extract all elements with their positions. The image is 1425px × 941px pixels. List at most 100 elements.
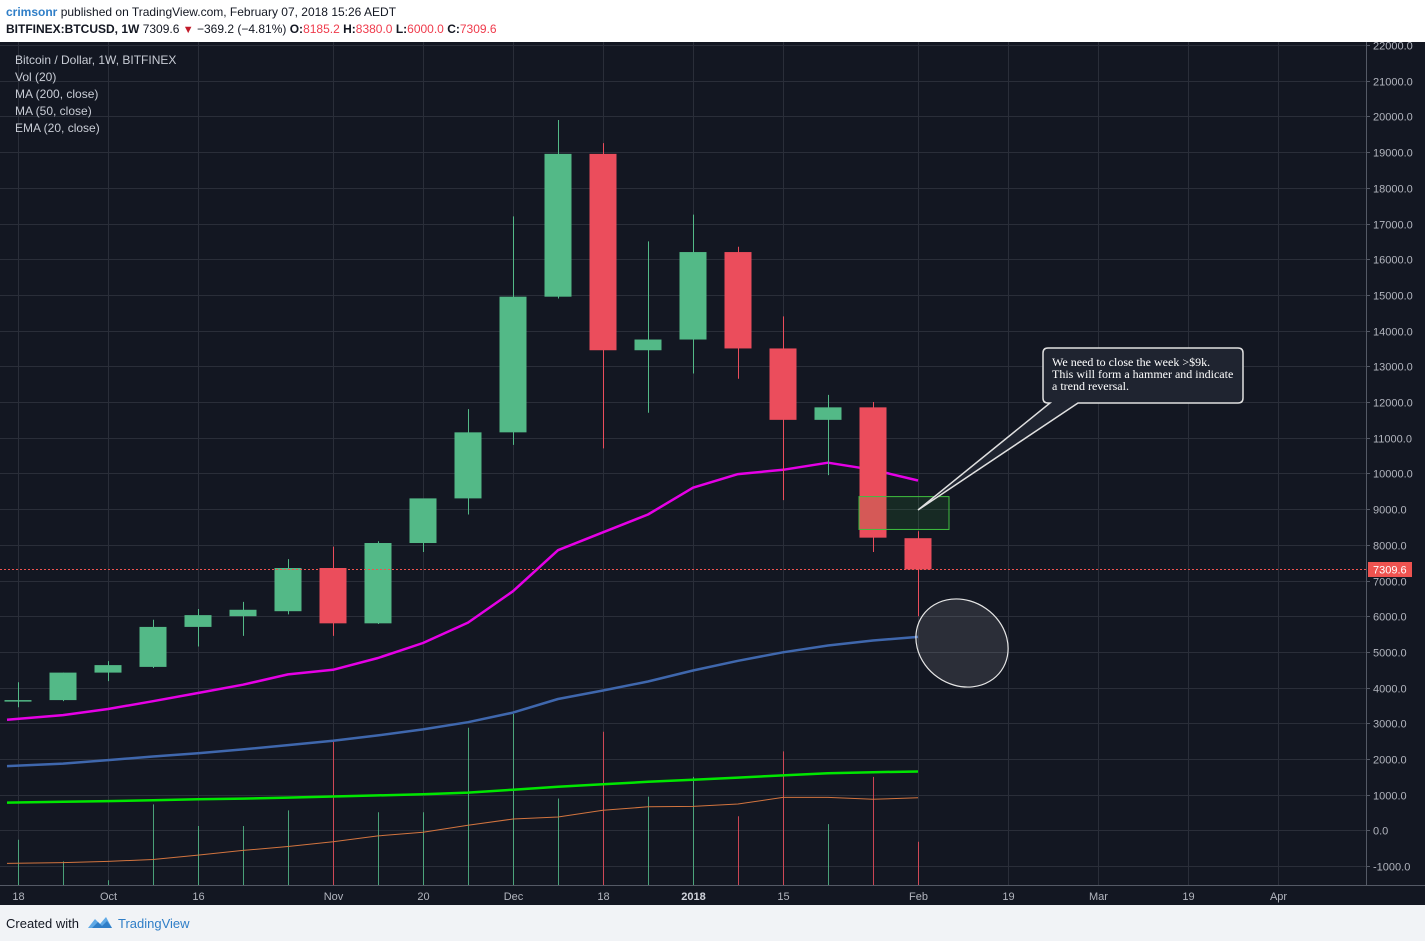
candle-up[interactable] bbox=[274, 559, 302, 615]
price-tick-label: 8000.0 bbox=[1373, 541, 1407, 553]
candle-up[interactable] bbox=[634, 241, 662, 413]
candle-up[interactable] bbox=[4, 682, 32, 708]
time-tick-label: Apr bbox=[1270, 891, 1287, 903]
time-tick-label: Nov bbox=[324, 891, 344, 903]
candle-up[interactable] bbox=[229, 601, 257, 636]
time-tick-label: 18 bbox=[597, 891, 609, 903]
candle-body bbox=[4, 700, 32, 702]
candle-body bbox=[634, 339, 662, 351]
price-tick-label: 4000.0 bbox=[1373, 684, 1407, 696]
legend: Bitcoin / Dollar, 1W, BITFINEX Vol (20) … bbox=[15, 53, 176, 135]
candle-body bbox=[364, 543, 392, 624]
tradingview-link[interactable]: TradingView bbox=[118, 916, 190, 931]
candle-body bbox=[679, 252, 707, 340]
highlight-ellipse[interactable] bbox=[899, 581, 1026, 705]
price-tick-label: 21000.0 bbox=[1373, 77, 1413, 89]
chart-grid bbox=[0, 42, 1366, 885]
candles[interactable] bbox=[4, 119, 932, 708]
price-axis[interactable]: -1000.0 0.0 1000.0 2000.0 3000.0 4000.0 5000.0… bbox=[1366, 42, 1413, 874]
candle-up[interactable] bbox=[184, 609, 212, 647]
price-tick-label: 22000.0 bbox=[1373, 42, 1413, 53]
candle-body bbox=[139, 626, 167, 667]
high-value: 8380.0 bbox=[355, 22, 393, 36]
publish-info: published on TradingView.com, February 0… bbox=[60, 5, 397, 19]
price-tick-label: 7000.0 bbox=[1373, 577, 1407, 589]
open-value: 8185.2 bbox=[303, 22, 340, 36]
low-value: 6000.0 bbox=[407, 22, 444, 36]
publish-line: crimsonr published on TradingView.com, F… bbox=[6, 5, 396, 19]
candle-body bbox=[94, 665, 122, 673]
last-price-tag: 7309.6 bbox=[1368, 562, 1412, 577]
candle-body bbox=[274, 568, 302, 612]
price-tick-label: 6000.0 bbox=[1373, 612, 1407, 624]
candle-down[interactable] bbox=[589, 143, 617, 449]
candle-up[interactable] bbox=[454, 409, 482, 515]
high-label: H: bbox=[343, 22, 356, 36]
symbol-label: BITFINEX:BTCUSD, 1W bbox=[6, 22, 140, 36]
candle-body bbox=[454, 432, 482, 499]
price-chart[interactable]: We need to close the week >$9k. This wil… bbox=[0, 42, 1425, 905]
last-price-tag-text: 7309.6 bbox=[1373, 565, 1407, 577]
candle-down[interactable] bbox=[319, 546, 347, 636]
price-tick-label: 15000.0 bbox=[1373, 291, 1413, 303]
candle-body bbox=[859, 407, 887, 538]
candle-body bbox=[319, 568, 347, 624]
candle-up[interactable] bbox=[679, 214, 707, 374]
last-price: 7309.6 bbox=[142, 22, 180, 36]
legend-title: Bitcoin / Dollar, 1W, BITFINEX bbox=[15, 53, 176, 67]
price-tick-label: 2000.0 bbox=[1373, 755, 1407, 767]
ma50-line bbox=[6, 635, 919, 768]
low-label: L: bbox=[395, 22, 408, 36]
price-tick-label: 3000.0 bbox=[1373, 719, 1407, 731]
note-line-2: This will form a hammer and indicate bbox=[1052, 367, 1233, 381]
author-link[interactable]: crimsonr bbox=[6, 5, 58, 19]
candle-body bbox=[499, 296, 527, 433]
candle-down[interactable] bbox=[769, 316, 797, 501]
ema20-line bbox=[6, 461, 919, 721]
time-tick-label: 19 bbox=[1182, 891, 1194, 903]
legend-ma200[interactable]: MA (200, close) bbox=[15, 87, 98, 101]
last-price-tag-bg bbox=[1368, 562, 1412, 577]
price-tick-label: 12000.0 bbox=[1373, 398, 1413, 410]
ma200-line bbox=[6, 770, 919, 804]
volume-ma-line bbox=[6, 796, 919, 864]
candle-up[interactable] bbox=[94, 661, 122, 682]
candle-body bbox=[769, 348, 797, 420]
candle-up[interactable] bbox=[409, 498, 437, 552]
price-tick-label: 9000.0 bbox=[1373, 505, 1407, 517]
price-tick-label: -1000.0 bbox=[1373, 862, 1410, 874]
legend-ma50[interactable]: MA (50, close) bbox=[15, 104, 92, 118]
time-tick-label: 2018 bbox=[681, 891, 705, 903]
time-tick-label: Feb bbox=[909, 891, 928, 903]
annotation-callout[interactable]: We need to close the week >$9k. This wil… bbox=[917, 347, 1244, 511]
legend-vol[interactable]: Vol (20) bbox=[15, 70, 56, 84]
price-tick-label: 10000.0 bbox=[1373, 469, 1413, 481]
candle-up[interactable] bbox=[139, 619, 167, 668]
candle-up[interactable] bbox=[364, 541, 392, 625]
callout-bubble bbox=[917, 347, 1244, 511]
price-tick-label: 16000.0 bbox=[1373, 255, 1413, 267]
legend-ema20[interactable]: EMA (20, close) bbox=[15, 121, 100, 135]
candle-up[interactable] bbox=[814, 394, 842, 476]
candle-up[interactable] bbox=[49, 672, 77, 702]
time-tick-label: Mar bbox=[1089, 891, 1108, 903]
price-change: −369.2 (−4.81%) bbox=[196, 22, 287, 36]
time-axis[interactable]: 18 Oct 16 Nov 20 Dec 18 2018 15 Feb 19 Mar 19 Apr bbox=[12, 891, 1287, 903]
indicator-lines bbox=[6, 461, 919, 864]
candle-up[interactable] bbox=[499, 216, 527, 445]
note-line-1: We need to close the week >$9k. bbox=[1052, 355, 1210, 369]
time-tick-label: 18 bbox=[12, 891, 24, 903]
target-zone-rectangle[interactable] bbox=[858, 496, 950, 530]
close-label: C: bbox=[447, 22, 460, 36]
price-tick-label: 19000.0 bbox=[1373, 148, 1413, 160]
header: crimsonr published on TradingView.com, F… bbox=[0, 0, 1425, 42]
candle-body bbox=[229, 609, 257, 617]
candle-body bbox=[544, 153, 572, 297]
tradingview-logo-icon[interactable] bbox=[86, 914, 114, 930]
candle-down[interactable] bbox=[859, 402, 887, 552]
candle-body bbox=[904, 538, 932, 570]
candle-down[interactable] bbox=[904, 531, 932, 617]
footer: Created with TradingView bbox=[0, 905, 1425, 941]
candle-up[interactable] bbox=[544, 119, 572, 299]
candle-down[interactable] bbox=[724, 246, 752, 379]
